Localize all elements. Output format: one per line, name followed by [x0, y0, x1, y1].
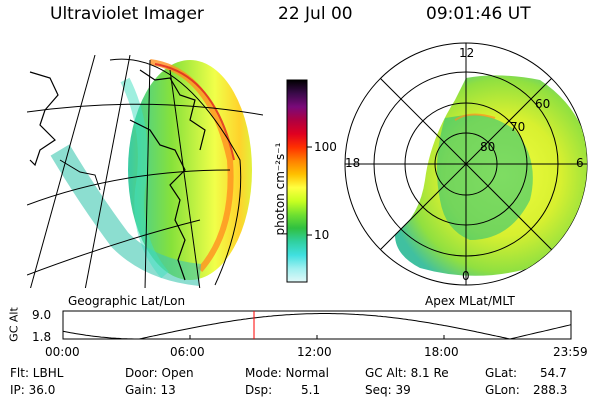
geo-grid — [27, 55, 263, 288]
coastline-central — [129, 119, 186, 281]
altitude-plot — [62, 310, 572, 340]
colorbar-tick-10: 10 — [314, 228, 330, 242]
xtick-0600: 06:00 — [170, 345, 205, 359]
altitude-ytick-bottom: 1.8 — [32, 330, 52, 344]
polar-caption: Apex MLat/MLT — [425, 294, 515, 308]
instrument-title: Ultraviolet Imager — [50, 4, 204, 24]
status-dsp-value: 5.1 — [301, 383, 321, 397]
xtick-2359: 23:59 — [553, 345, 588, 359]
polar-image — [344, 42, 588, 286]
aurora-earth-disk — [128, 60, 252, 280]
colorbar-label: photon cm⁻²s⁻¹ — [273, 142, 287, 236]
xtick-0000: 00:00 — [45, 345, 80, 359]
xtick-1800: 18:00 — [424, 345, 459, 359]
altitude-ylabel: GC Alt — [7, 307, 21, 342]
mlat-label-80: 80 — [480, 140, 496, 154]
mlt-label-0: 0 — [462, 269, 470, 283]
mlat-label-70: 70 — [510, 120, 526, 134]
status-gc-altitude: GC Alt: 8.1 Re — [365, 366, 449, 380]
altitude-curve — [62, 313, 572, 340]
status-glon-label: GLon: — [485, 383, 520, 397]
status-dsp-label: Dsp: — [245, 383, 273, 397]
status-door: Door: Open — [125, 366, 194, 380]
status-glon-value: 288.3 — [533, 383, 568, 397]
status-mode: Mode: Normal — [245, 366, 329, 380]
geographic-image — [27, 55, 263, 288]
coastline-west — [29, 71, 59, 167]
mlat-label-60: 60 — [535, 97, 551, 111]
status-ip: IP: 36.0 — [10, 383, 56, 397]
status-sequence: Seq: 39 — [365, 383, 411, 397]
colorbar-tick-100: 100 — [314, 140, 337, 154]
date-label: 22 Jul 00 — [278, 4, 353, 24]
xtick-1200: 12:00 — [297, 345, 332, 359]
time-label: 09:01:46 UT — [426, 4, 531, 24]
polar-grid — [345, 43, 587, 285]
status-filter: Flt: LBHL — [10, 366, 64, 380]
colorbar-scale — [286, 79, 308, 283]
altitude-frame — [62, 310, 572, 340]
status-gain: Gain: 13 — [125, 383, 176, 397]
status-glat-label: GLat: — [485, 366, 518, 380]
coastline-greenland — [139, 69, 206, 151]
colorbar — [286, 79, 312, 283]
mlt-label-6: 6 — [576, 156, 584, 170]
geographic-caption: Geographic Lat/Lon — [68, 294, 186, 308]
altitude-ytick-top: 9.0 — [32, 308, 52, 322]
mlt-label-12: 12 — [459, 46, 475, 60]
mlt-label-18: 18 — [345, 156, 361, 170]
status-glat-value: 54.7 — [540, 366, 567, 380]
